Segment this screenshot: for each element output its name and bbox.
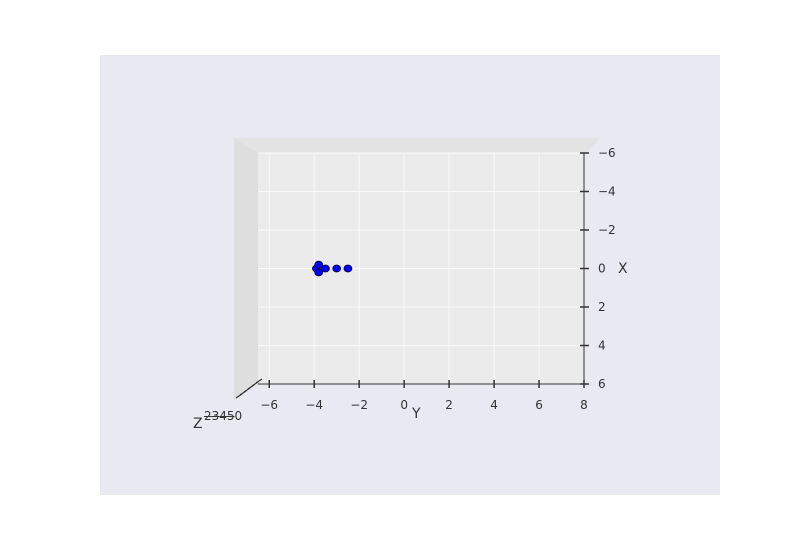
x-tick-label: −4 bbox=[598, 185, 616, 199]
y-tick-label: −2 bbox=[350, 398, 368, 412]
data-point bbox=[314, 268, 324, 277]
y-tick-label: 6 bbox=[535, 398, 543, 412]
y-tick-label: 2 bbox=[445, 398, 453, 412]
x-tick-label: 2 bbox=[598, 300, 606, 314]
z-tick-labels: 2̶3̶4̶5̶0 bbox=[204, 409, 243, 423]
x-tick-label: −2 bbox=[598, 223, 616, 237]
x-tick-label: −6 bbox=[598, 146, 616, 160]
axes bbox=[235, 152, 589, 399]
z-tick-mark bbox=[255, 378, 263, 384]
y-axis-label: Y bbox=[411, 406, 421, 422]
x-axis-label: X bbox=[618, 261, 628, 277]
y-tick-label: −4 bbox=[305, 398, 323, 412]
x-tick-label: 4 bbox=[598, 339, 606, 353]
pane-top bbox=[234, 138, 600, 153]
y-tick-label: −6 bbox=[260, 398, 278, 412]
y-tick-label: 4 bbox=[490, 398, 498, 412]
data-points bbox=[312, 260, 353, 277]
data-point bbox=[314, 260, 324, 269]
data-point bbox=[343, 264, 353, 273]
z-axis-label: Z bbox=[193, 416, 203, 432]
x-tick-label: 0 bbox=[598, 262, 606, 276]
pane-side bbox=[234, 138, 258, 400]
data-point bbox=[321, 264, 330, 273]
y-tick-label: 0 bbox=[400, 398, 408, 412]
data-point bbox=[332, 264, 342, 273]
y-tick-label: 8 bbox=[580, 398, 588, 412]
x-tick-label: 6 bbox=[598, 377, 606, 391]
